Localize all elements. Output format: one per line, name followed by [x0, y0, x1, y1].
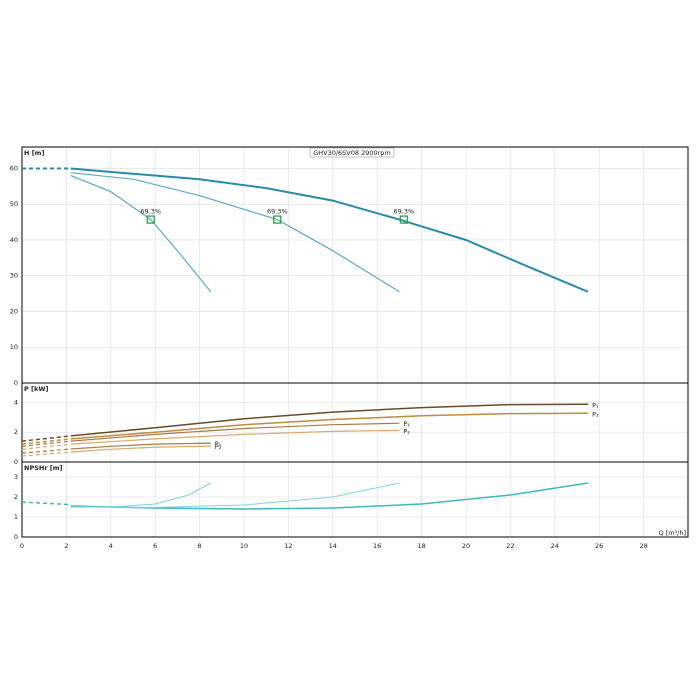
- curve: [70, 172, 400, 293]
- y-tick-label: 50: [10, 200, 18, 208]
- curve: [70, 175, 212, 293]
- y-tick-label: 60: [10, 164, 18, 172]
- x-tick-label: 12: [284, 542, 292, 550]
- curve: [70, 422, 400, 442]
- y-axis-label: P [kW]: [24, 385, 48, 393]
- y-axis-label: NPSHr [m]: [24, 464, 63, 472]
- y-tick-label: 10: [10, 343, 18, 351]
- curve-label: P₂: [403, 427, 410, 435]
- curve: [70, 429, 400, 445]
- x-tick-label: 8: [198, 542, 202, 550]
- efficiency-marker: [399, 215, 408, 224]
- curve: [70, 167, 589, 293]
- efficiency-label: 69.3%: [267, 208, 288, 216]
- y-tick-label: 0: [14, 458, 18, 466]
- y-tick-label: 3: [14, 473, 18, 481]
- curve: [70, 482, 589, 510]
- efficiency-label: 69.3%: [140, 208, 161, 216]
- x-tick-label: 28: [639, 542, 647, 550]
- curve: [21, 501, 71, 506]
- curve: [21, 448, 71, 454]
- efficiency-marker: [273, 215, 282, 224]
- chart-title: GHV30/6SV08 2900rpm: [313, 149, 391, 157]
- y-tick-label: 1: [14, 513, 18, 521]
- x-tick-label: 24: [551, 542, 559, 550]
- curve-label: P₁: [403, 420, 410, 428]
- curve-label: P₁: [592, 401, 599, 409]
- y-tick-label: 2: [14, 428, 18, 436]
- y-tick-label: 40: [10, 236, 18, 244]
- x-tick-label: 6: [153, 542, 157, 550]
- x-tick-label: 16: [373, 542, 381, 550]
- curve: [21, 440, 71, 447]
- curve: [21, 435, 71, 442]
- x-tick-label: 22: [506, 542, 514, 550]
- y-tick-label: 20: [10, 307, 18, 315]
- y-tick-label: 0: [14, 533, 18, 541]
- efficiency-label: 69.3%: [394, 208, 415, 216]
- title-box: [309, 147, 395, 158]
- curve: [70, 403, 589, 437]
- y-tick-label: 30: [10, 272, 18, 280]
- curve: [70, 442, 211, 450]
- x-tick-label: 20: [462, 542, 470, 550]
- x-tick-label: 4: [109, 542, 113, 550]
- panel-frame: [21, 461, 689, 538]
- curve: [21, 438, 71, 445]
- y-axis-label: H [m]: [24, 149, 44, 157]
- x-tick-label: 2: [64, 542, 68, 550]
- efficiency-marker: [146, 215, 155, 224]
- y-tick-label: 0: [14, 379, 18, 387]
- curve: [70, 482, 211, 508]
- curve: [21, 443, 71, 450]
- curve: [70, 412, 589, 440]
- x-axis-label: Q [m³/h]: [658, 529, 686, 537]
- y-tick-label: 4: [14, 398, 18, 406]
- curve: [70, 445, 211, 453]
- curve-label: P₂: [592, 410, 599, 418]
- x-tick-label: 10: [240, 542, 248, 550]
- curve: [21, 451, 71, 457]
- y-tick-label: 2: [14, 493, 18, 501]
- x-tick-label: 14: [329, 542, 337, 550]
- x-tick-label: 18: [417, 542, 425, 550]
- x-tick-label: 26: [595, 542, 603, 550]
- x-tick-label: 0: [20, 542, 24, 550]
- curve: [70, 482, 400, 508]
- curve-label: P₁: [215, 440, 222, 448]
- curve-label: P₂: [215, 443, 222, 451]
